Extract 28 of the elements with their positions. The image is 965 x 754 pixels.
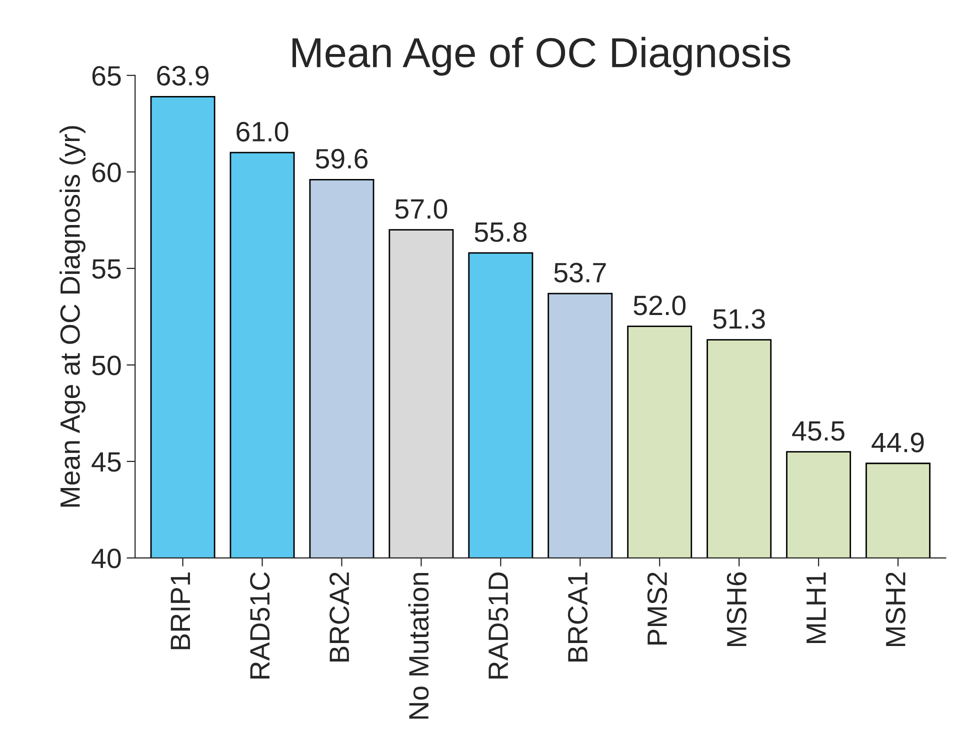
y-tick-label: 60	[92, 162, 121, 182]
y-tick-label: 45	[92, 452, 121, 472]
data-label: 63.9	[157, 66, 208, 86]
x-tick-label: RAD51D	[488, 572, 508, 678]
y-tick-label: 50	[92, 356, 121, 376]
x-tick-label: MSH2	[886, 572, 906, 646]
data-label: 53.7	[554, 262, 606, 282]
x-tick-label: BRCA1	[568, 572, 588, 662]
data-label: 55.8	[474, 222, 526, 242]
x-tick-label: BRCA2	[330, 572, 350, 662]
data-label: 44.9	[872, 432, 924, 452]
data-label: 52.0	[634, 296, 686, 316]
data-label: 59.6	[316, 148, 368, 169]
data-label: 51.3	[713, 309, 765, 329]
x-tick-label: No Mutation	[408, 572, 429, 719]
data-label: 57.0	[395, 199, 448, 219]
y-axis-title: Mean Age at OC Diagnosis (yr)	[60, 126, 86, 507]
y-tick-label: 55	[92, 259, 121, 279]
data-label: 61.0	[236, 122, 288, 142]
x-tick-label: MSH6	[726, 572, 747, 646]
y-tick-label: 65	[92, 66, 121, 86]
x-tick-label: PMS2	[647, 572, 668, 645]
x-tick-label: BRIP1	[170, 572, 190, 650]
x-tick-label: RAD51C	[250, 572, 270, 678]
chart-title: Mean Age of OC Diagnosis	[292, 36, 790, 76]
x-tick-label: MLH1	[806, 572, 826, 643]
data-label: 45.5	[792, 421, 844, 441]
y-tick-label: 40	[92, 548, 121, 568]
